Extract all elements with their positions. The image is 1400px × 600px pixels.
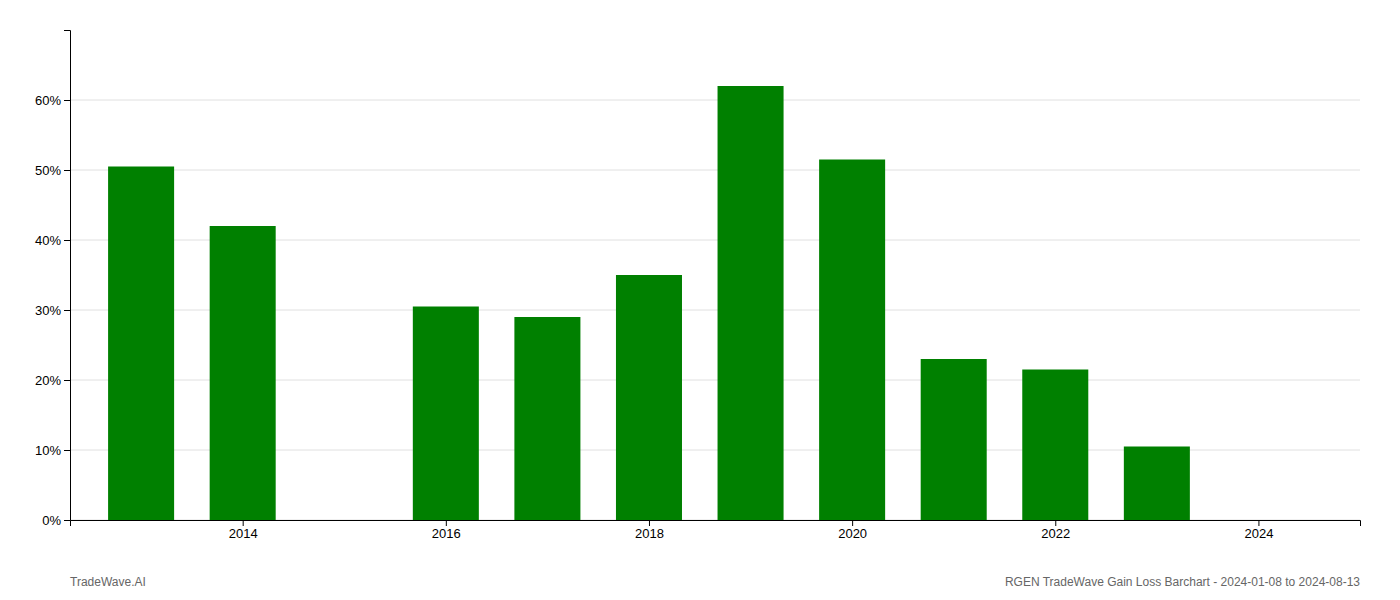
- bar: [819, 160, 885, 521]
- x-axis: 2014 2016 2018 2020 2022 2024: [71, 520, 1361, 541]
- bar: [210, 226, 276, 520]
- x-tick-mark: [1258, 520, 1259, 526]
- x-tick-label: 2022: [1041, 526, 1070, 541]
- bar: [921, 359, 987, 520]
- x-tick-label: 2014: [229, 526, 258, 541]
- y-tick-label: 30%: [35, 303, 61, 318]
- y-tick-label: 40%: [35, 233, 61, 248]
- y-tick-label: 0%: [42, 513, 61, 528]
- x-tick: 2016: [432, 520, 461, 541]
- x-tick-label: 2018: [635, 526, 664, 541]
- footer-right: RGEN TradeWave Gain Loss Barchart - 2024…: [1005, 575, 1360, 589]
- x-tick-mark: [446, 520, 447, 526]
- y-tick: 50%: [35, 163, 70, 178]
- x-tick: 2022: [1041, 520, 1070, 541]
- y-tick-mark: [64, 450, 70, 451]
- x-tick-mark: [243, 520, 244, 526]
- x-tick-label: 2024: [1244, 526, 1273, 541]
- bar: [1022, 370, 1088, 521]
- bar: [108, 167, 174, 521]
- bar: [514, 317, 580, 520]
- footer-left: TradeWave.AI: [70, 575, 146, 589]
- y-tick-label: 50%: [35, 163, 61, 178]
- grid-line: [70, 100, 1360, 101]
- x-tick-mark: [1055, 520, 1056, 526]
- plot: 2014 2016 2018 2020 2022 2024 0% 10% 20% 30% 40% 50…: [35, 31, 1361, 542]
- bar: [718, 86, 784, 520]
- y-tick-label: 60%: [35, 93, 61, 108]
- y-tick-mark: [64, 100, 70, 101]
- x-tick: 2020: [838, 520, 867, 541]
- bar: [1124, 447, 1190, 521]
- y-tick-mark: [64, 240, 70, 241]
- x-tick-mark: [649, 520, 650, 526]
- x-tick: 2024: [1244, 520, 1273, 541]
- grid-line: [70, 170, 1360, 171]
- bar: [413, 307, 479, 521]
- y-tick: 0%: [42, 513, 70, 528]
- y-axis-line: [64, 31, 71, 521]
- y-tick-mark: [64, 170, 70, 171]
- y-tick-mark: [64, 520, 70, 521]
- x-tick-mark: [852, 520, 853, 526]
- y-tick: 60%: [35, 93, 70, 108]
- x-tick: 2018: [635, 520, 664, 541]
- y-tick-label: 10%: [35, 443, 61, 458]
- x-tick: 2014: [229, 520, 258, 541]
- y-tick: 20%: [35, 373, 70, 388]
- y-tick: 40%: [35, 233, 70, 248]
- x-axis-line: [71, 521, 1361, 527]
- y-tick: 30%: [35, 303, 70, 318]
- y-tick-mark: [64, 310, 70, 311]
- x-tick-label: 2016: [432, 526, 461, 541]
- y-axis: 0% 10% 20% 30% 40% 50% 60%: [35, 31, 71, 528]
- x-tick-label: 2020: [838, 526, 867, 541]
- bars: [108, 86, 1190, 520]
- grid: [70, 100, 1360, 520]
- y-tick-mark: [64, 380, 70, 381]
- bar: [616, 275, 682, 520]
- y-tick-label: 20%: [35, 373, 61, 388]
- chart: 2014 2016 2018 2020 2022 2024 0% 10% 20% 30% 40% 50…: [0, 0, 1400, 600]
- y-tick: 10%: [35, 443, 70, 458]
